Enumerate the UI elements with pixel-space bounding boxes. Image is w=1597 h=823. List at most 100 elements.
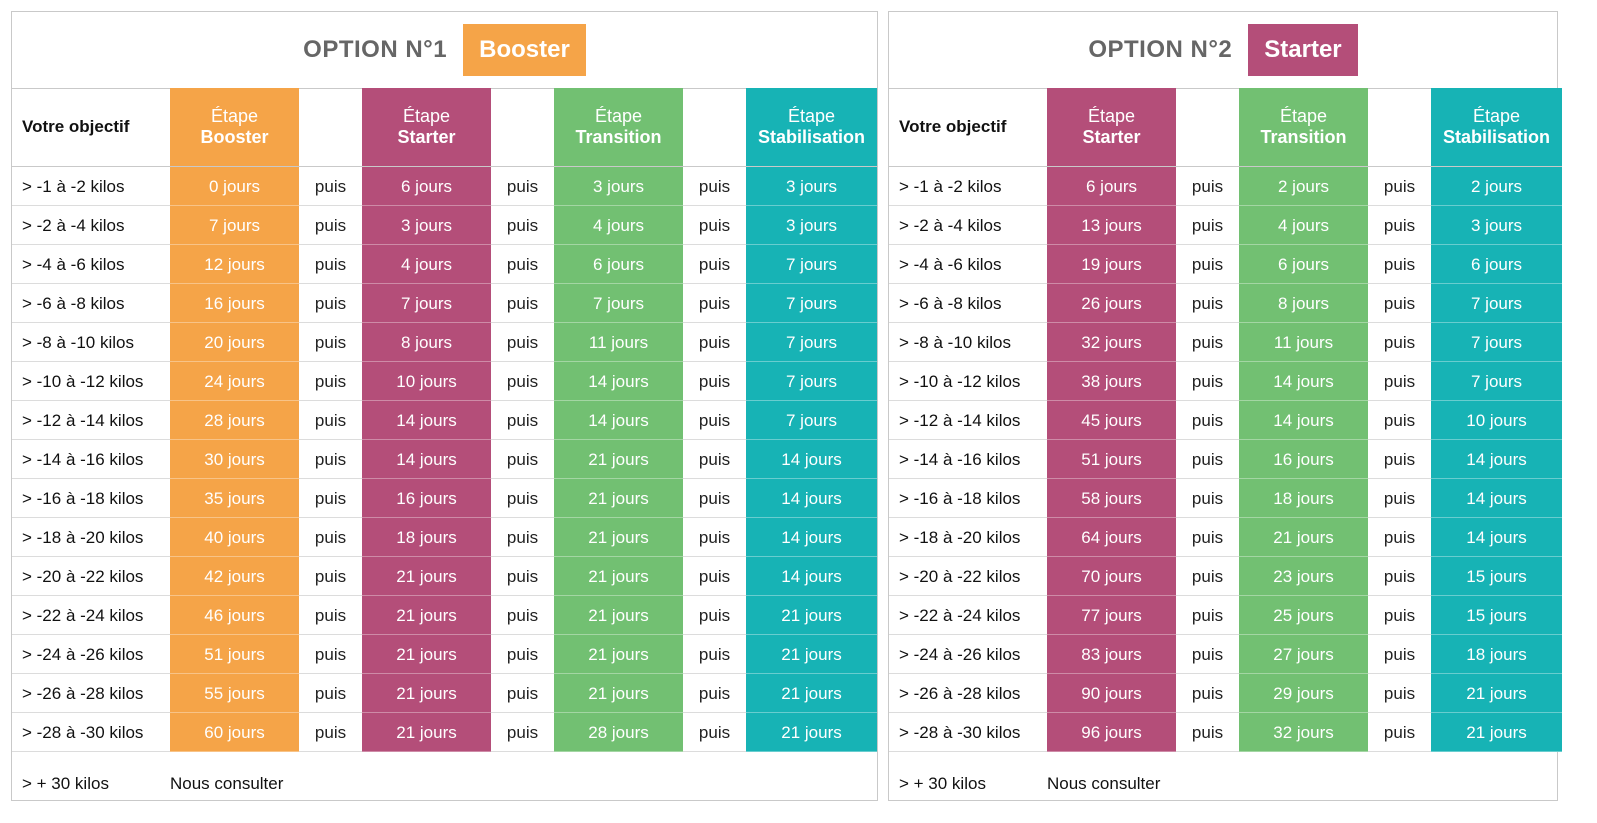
duration-cell: 20 jours bbox=[170, 323, 299, 362]
objective-cell: > -20 à -22 kilos bbox=[889, 557, 1047, 596]
puis-cell: puis bbox=[683, 167, 746, 206]
stage-header-etape: Étape bbox=[1087, 106, 1136, 126]
puis-cell: puis bbox=[491, 713, 554, 752]
puis-cell: puis bbox=[491, 518, 554, 557]
puis-cell: puis bbox=[1176, 713, 1239, 752]
duration-cell: 77 jours bbox=[1047, 596, 1176, 635]
duration-cell: 7 jours bbox=[362, 284, 491, 323]
objective-cell: > -16 à -18 kilos bbox=[12, 479, 170, 518]
stage-header-name: Booster bbox=[200, 127, 269, 147]
puis-cell: puis bbox=[491, 401, 554, 440]
duration-cell: 96 jours bbox=[1047, 713, 1176, 752]
duration-cell: 28 jours bbox=[554, 713, 683, 752]
duration-cell: 21 jours bbox=[1431, 713, 1562, 752]
puis-cell: puis bbox=[683, 557, 746, 596]
puis-cell: puis bbox=[299, 713, 362, 752]
puis-cell: puis bbox=[1368, 440, 1431, 479]
duration-cell: 14 jours bbox=[746, 518, 877, 557]
puis-cell: puis bbox=[491, 596, 554, 635]
puis-cell: puis bbox=[299, 557, 362, 596]
option-2-footer: > + 30 kilos Nous consulter bbox=[889, 767, 1557, 801]
objective-cell: > -12 à -14 kilos bbox=[889, 401, 1047, 440]
puis-cell: puis bbox=[491, 674, 554, 713]
duration-cell: 6 jours bbox=[1239, 245, 1368, 284]
puis-cell: puis bbox=[299, 245, 362, 284]
objective-header: Votre objectif bbox=[12, 88, 170, 167]
objective-cell: > -26 à -28 kilos bbox=[12, 674, 170, 713]
duration-cell: 35 jours bbox=[170, 479, 299, 518]
stage-header-etape: Étape bbox=[1472, 106, 1521, 126]
objective-cell: > -28 à -30 kilos bbox=[889, 713, 1047, 752]
objective-cell: > -18 à -20 kilos bbox=[12, 518, 170, 557]
duration-cell: 3 jours bbox=[746, 206, 877, 245]
option-2-table: Votre objectif Étape Starter Étape Transitio… bbox=[889, 88, 1562, 752]
duration-cell: 30 jours bbox=[170, 440, 299, 479]
duration-cell: 25 jours bbox=[1239, 596, 1368, 635]
duration-cell: 7 jours bbox=[746, 362, 877, 401]
objective-cell: > -8 à -10 kilos bbox=[889, 323, 1047, 362]
duration-cell: 8 jours bbox=[362, 323, 491, 362]
header-spacer bbox=[299, 88, 362, 167]
duration-cell: 14 jours bbox=[1431, 479, 1562, 518]
stage-header-booster: Étape Booster bbox=[170, 88, 299, 167]
duration-cell: 16 jours bbox=[170, 284, 299, 323]
duration-cell: 21 jours bbox=[362, 596, 491, 635]
duration-cell: 10 jours bbox=[362, 362, 491, 401]
stage-header-etape: Étape bbox=[1279, 106, 1328, 126]
puis-cell: puis bbox=[683, 206, 746, 245]
duration-cell: 90 jours bbox=[1047, 674, 1176, 713]
option-1-panel: OPTION N°1 Booster Votre objectif Étape Bo… bbox=[11, 11, 878, 801]
objective-cell: > -10 à -12 kilos bbox=[12, 362, 170, 401]
objective-cell: > -16 à -18 kilos bbox=[889, 479, 1047, 518]
option-1-footer: > + 30 kilos Nous consulter bbox=[12, 767, 877, 801]
objective-cell: > -4 à -6 kilos bbox=[12, 245, 170, 284]
puis-cell: puis bbox=[1368, 713, 1431, 752]
duration-cell: 3 jours bbox=[554, 167, 683, 206]
stage-header-name: Stabilisation bbox=[757, 127, 865, 147]
puis-cell: puis bbox=[1368, 557, 1431, 596]
duration-cell: 21 jours bbox=[554, 635, 683, 674]
duration-cell: 4 jours bbox=[554, 206, 683, 245]
stage-header-starter: Étape Starter bbox=[1047, 88, 1176, 167]
option-2-badge: Starter bbox=[1248, 24, 1358, 76]
header-spacer bbox=[1176, 88, 1239, 167]
duration-cell: 14 jours bbox=[362, 401, 491, 440]
objective-cell: > -24 à -26 kilos bbox=[12, 635, 170, 674]
duration-cell: 11 jours bbox=[554, 323, 683, 362]
duration-cell: 21 jours bbox=[1239, 518, 1368, 557]
duration-cell: 14 jours bbox=[1431, 518, 1562, 557]
puis-cell: puis bbox=[299, 635, 362, 674]
puis-cell: puis bbox=[1368, 362, 1431, 401]
duration-cell: 28 jours bbox=[170, 401, 299, 440]
puis-cell: puis bbox=[491, 167, 554, 206]
puis-cell: puis bbox=[1368, 206, 1431, 245]
duration-cell: 42 jours bbox=[170, 557, 299, 596]
puis-cell: puis bbox=[1368, 635, 1431, 674]
duration-cell: 15 jours bbox=[1431, 596, 1562, 635]
puis-cell: puis bbox=[1176, 284, 1239, 323]
stage-header-etape: Étape bbox=[402, 106, 451, 126]
puis-cell: puis bbox=[491, 323, 554, 362]
duration-cell: 38 jours bbox=[1047, 362, 1176, 401]
puis-cell: puis bbox=[491, 362, 554, 401]
duration-cell: 3 jours bbox=[362, 206, 491, 245]
duration-cell: 26 jours bbox=[1047, 284, 1176, 323]
objective-cell: > -8 à -10 kilos bbox=[12, 323, 170, 362]
objective-cell: > -22 à -24 kilos bbox=[12, 596, 170, 635]
duration-cell: 21 jours bbox=[746, 674, 877, 713]
header-spacer bbox=[1368, 88, 1431, 167]
objective-cell: > -6 à -8 kilos bbox=[889, 284, 1047, 323]
puis-cell: puis bbox=[683, 323, 746, 362]
duration-cell: 21 jours bbox=[362, 713, 491, 752]
duration-cell: 55 jours bbox=[170, 674, 299, 713]
duration-cell: 64 jours bbox=[1047, 518, 1176, 557]
puis-cell: puis bbox=[1368, 479, 1431, 518]
footer-objective: > + 30 kilos bbox=[899, 774, 986, 793]
puis-cell: puis bbox=[1176, 440, 1239, 479]
duration-cell: 3 jours bbox=[746, 167, 877, 206]
duration-cell: 21 jours bbox=[554, 557, 683, 596]
duration-cell: 6 jours bbox=[1047, 167, 1176, 206]
objective-cell: > -10 à -12 kilos bbox=[889, 362, 1047, 401]
duration-cell: 23 jours bbox=[1239, 557, 1368, 596]
duration-cell: 14 jours bbox=[362, 440, 491, 479]
